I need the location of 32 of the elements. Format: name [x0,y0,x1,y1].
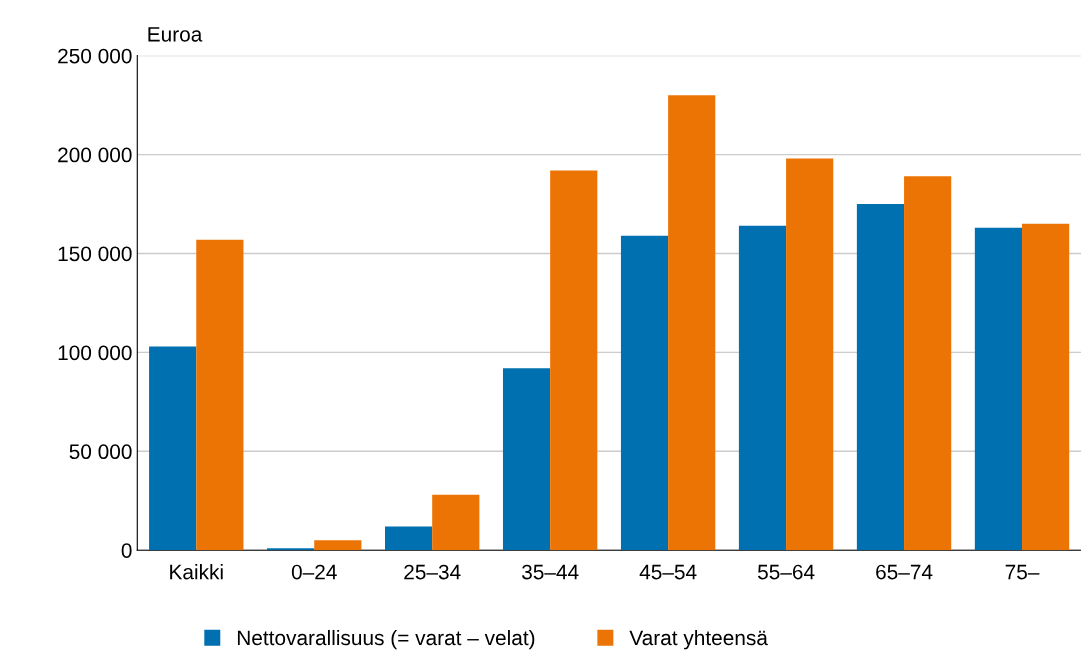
bar [974,227,1023,551]
x-tick-label: 75– [1005,564,1040,580]
x-tick-label: Kaikki [170,564,223,580]
x-tick-label: 25–34 [404,564,461,580]
bar [196,239,244,551]
legend-label: Varat yhteensä [629,629,768,650]
bar [432,494,480,551]
y-tick-label: 200 000 [58,147,132,163]
bar [1022,223,1070,551]
x-tick-label: 45–54 [639,564,697,580]
bar [149,346,197,551]
legend-label: Nettovarallisuus (= varat – velat) [237,629,535,650]
y-axis-title: Euroa [148,27,203,42]
x-tick-label: 55–64 [757,564,815,580]
y-tick-label: 150 000 [58,246,132,262]
x-tick-label: 35–44 [521,564,579,580]
bar [550,170,598,551]
y-tick-label: 100 000 [58,345,132,361]
bar [620,235,669,551]
bar [738,225,787,551]
bar [786,158,834,551]
bar [385,526,433,551]
x-tick-label: 65–74 [876,564,933,580]
bar [502,368,551,551]
bar [314,540,362,551]
x-tick-label: 0–24 [291,564,337,580]
bar [856,204,905,551]
y-tick-label: 50 000 [69,444,132,460]
y-tick-label: 250 000 [58,48,132,64]
bar [904,176,952,551]
bar [668,95,716,551]
y-tick-label: 0 [121,543,132,558]
